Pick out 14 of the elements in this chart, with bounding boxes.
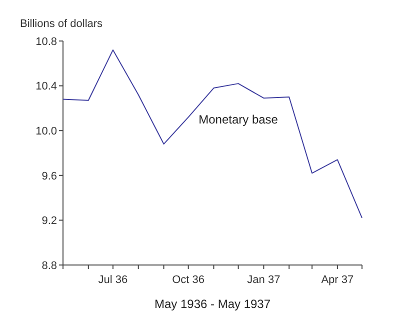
x-tick-label: Oct 36 (172, 274, 205, 286)
y-tick-label: 10.4 (36, 80, 57, 93)
y-tick-label: 9.6 (42, 170, 57, 182)
y-axis-title: Billions of dollars (20, 18, 104, 30)
y-tick-label: 10.0 (36, 125, 57, 138)
x-tick-label: Jul 36 (98, 274, 128, 286)
series-label: Monetary base (198, 112, 278, 127)
line-series (62, 49, 362, 218)
y-tick-label: 10.8 (36, 36, 57, 48)
x-axis-title: May 1936 - May 1937 (154, 297, 271, 311)
x-tick-label: Apr 37 (321, 274, 354, 286)
y-tick-label: 8.8 (42, 260, 57, 272)
y-tick-label: 9.2 (42, 215, 57, 228)
x-tick-label: Jan 37 (247, 274, 280, 286)
